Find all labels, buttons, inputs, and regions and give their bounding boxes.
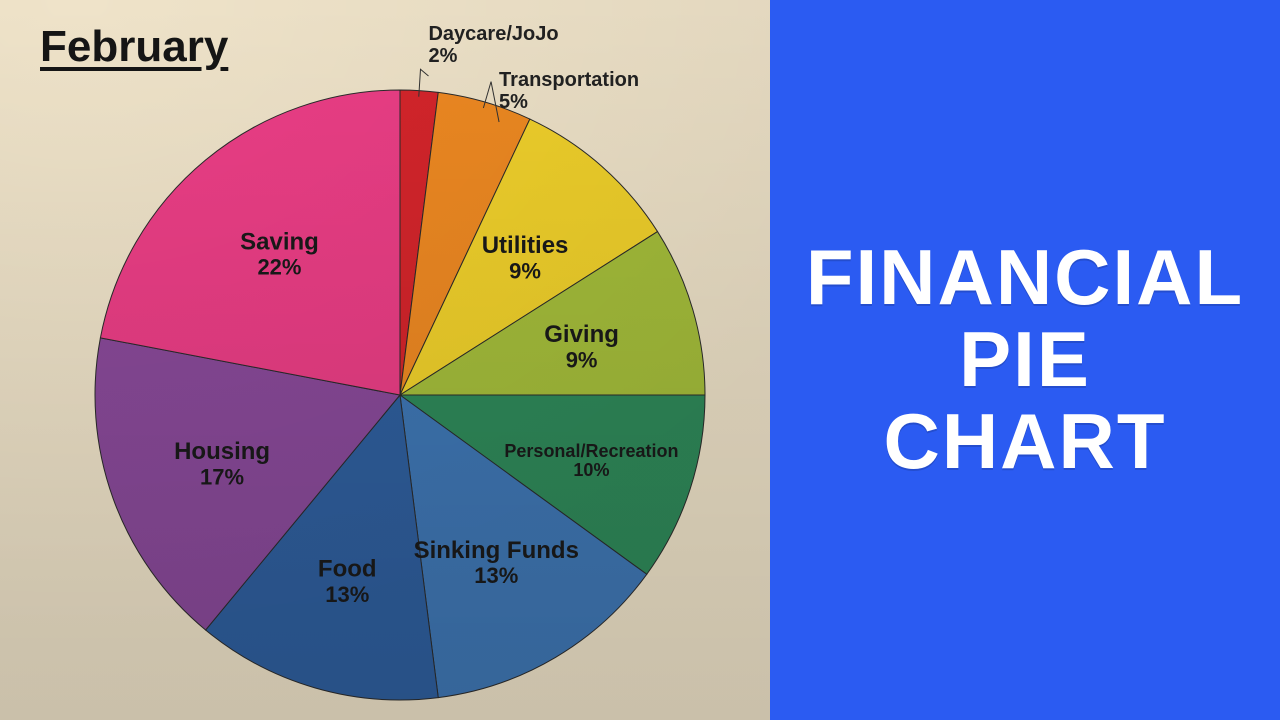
title-line-2: PIE xyxy=(806,319,1244,401)
slice-label-leader: Transportation5% xyxy=(499,69,639,113)
title-line-3: CHART xyxy=(806,401,1244,483)
slice-label: Food13% xyxy=(318,556,377,607)
title-line-1: FINANCIAL xyxy=(806,237,1244,319)
pie-chart: Daycare/JoJo2%Transportation5%Utilities9… xyxy=(0,0,770,720)
stage: February Daycare/JoJo2%Transportation5%U… xyxy=(0,0,1280,720)
title-text: FINANCIAL PIE CHART xyxy=(806,237,1244,483)
chart-panel: February Daycare/JoJo2%Transportation5%U… xyxy=(0,0,770,720)
title-panel: FINANCIAL PIE CHART xyxy=(770,0,1280,720)
slice-label-leader: Daycare/JoJo2% xyxy=(428,23,558,67)
